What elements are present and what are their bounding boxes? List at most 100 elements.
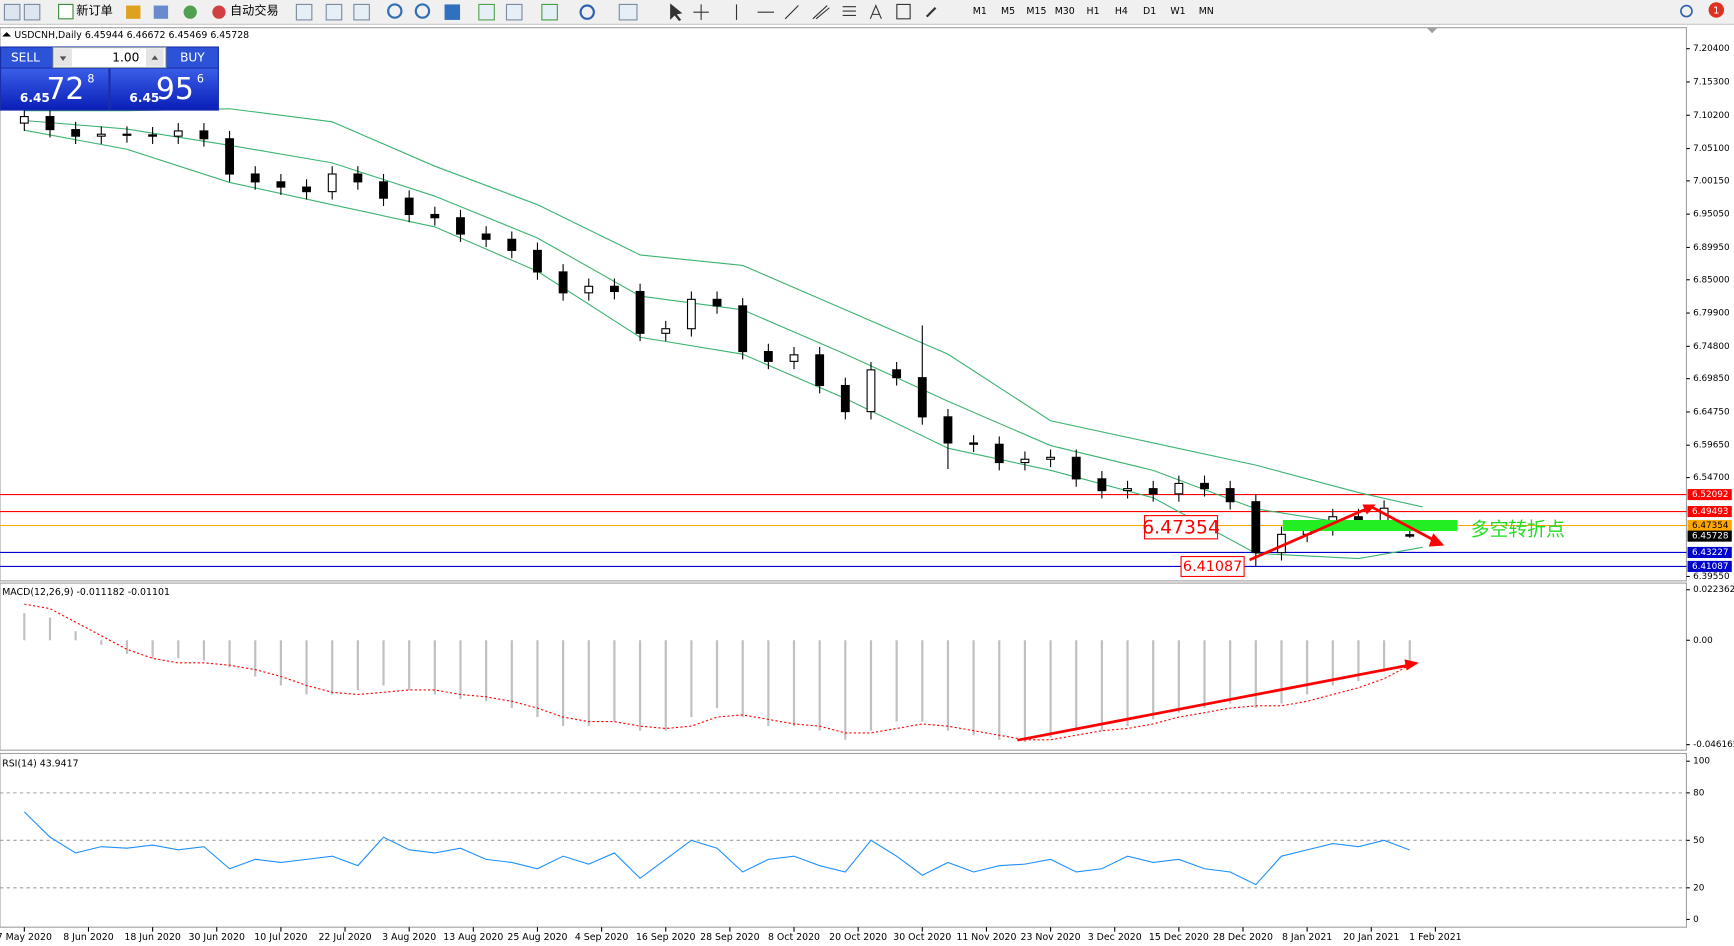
price-level-label: 6.52092	[1692, 490, 1729, 500]
icon[interactable]	[812, 5, 830, 20]
icon[interactable]	[126, 5, 141, 19]
annotation: 6.47354	[1142, 517, 1220, 538]
icon[interactable]	[579, 4, 595, 20]
candle-body	[481, 233, 491, 240]
close: 6.45728	[210, 29, 249, 40]
timeframe-button[interactable]: M15	[1026, 6, 1046, 17]
alert-badge[interactable]	[1708, 2, 1725, 18]
icon[interactable]	[414, 3, 431, 19]
arrow-head	[1428, 533, 1445, 547]
icon[interactable]	[842, 6, 856, 17]
timeframe-button[interactable]: M1	[973, 6, 987, 17]
price-level-label: 6.49493	[1692, 507, 1729, 517]
bid-label: 6.45728	[1692, 532, 1729, 542]
icon[interactable]	[23, 3, 41, 21]
icon[interactable]	[3, 3, 21, 21]
icon[interactable]	[478, 3, 495, 21]
icon[interactable]	[784, 5, 799, 20]
candle-body	[45, 116, 55, 131]
auto-trading-button[interactable]: 自动交易	[230, 3, 279, 18]
candle-body	[815, 354, 825, 387]
candle-body	[1123, 488, 1132, 492]
icon[interactable]	[925, 6, 937, 18]
lot-input[interactable]	[52, 47, 167, 69]
icon[interactable]	[869, 4, 882, 20]
arrow-head	[1404, 659, 1419, 671]
icon[interactable]	[295, 3, 313, 21]
candle-body	[148, 134, 158, 137]
bid-frac: 8	[87, 73, 94, 86]
buy-price-box[interactable]	[110, 68, 218, 110]
price-level-tag	[1687, 519, 1732, 532]
y-tick-label: 0.022362	[1693, 585, 1734, 595]
candle-body	[1148, 488, 1158, 495]
rsi-header: RSI(14) 43.9417	[2, 758, 78, 769]
price-level-label: 6.41087	[1692, 562, 1729, 572]
main-chart: 7.20400 7.15300 7.10200 7.05100 7.00150 6.950…	[0, 44, 1732, 582]
icon[interactable]	[353, 3, 370, 21]
candle-body	[1174, 482, 1184, 495]
icon[interactable]	[58, 3, 74, 20]
x-tick-label: 25 Aug 2020	[507, 932, 567, 943]
candle-body	[917, 377, 927, 418]
x-tick-label: 30 Jun 2020	[189, 932, 246, 943]
candle-body	[1200, 482, 1209, 490]
candle-body	[173, 130, 183, 137]
y-tick-label: 0	[1693, 915, 1699, 925]
icon[interactable]	[541, 3, 558, 21]
candle-body	[1071, 456, 1081, 480]
candle-body	[1251, 501, 1261, 554]
timeframe-button[interactable]: W1	[1170, 6, 1185, 17]
icon[interactable]	[1680, 4, 1693, 18]
timeframe-button[interactable]: M5	[1001, 6, 1015, 17]
x-tick-label: 18 Jun 2020	[124, 932, 181, 943]
candle-body	[430, 213, 440, 219]
trade-panel: SELL 1.00 BUY 6.45 72 8 6.45 95 6	[0, 46, 219, 111]
sell-price-box[interactable]	[1, 68, 109, 110]
icon[interactable]	[153, 5, 169, 19]
candle-body	[584, 285, 594, 294]
icon[interactable]	[212, 5, 226, 19]
candle-body	[686, 298, 696, 330]
candle-body	[250, 173, 260, 183]
icon[interactable]	[183, 5, 197, 19]
signal-line	[24, 603, 1411, 741]
buy-button[interactable]	[166, 47, 218, 68]
ask-big: 6.45	[129, 91, 159, 105]
icon[interactable]	[505, 3, 523, 21]
sell-button[interactable]	[1, 47, 52, 68]
timeframe-button[interactable]: D1	[1143, 6, 1156, 17]
timeframe-button[interactable]: MN	[1199, 6, 1214, 17]
icon[interactable]	[896, 3, 911, 20]
low: 6.45469	[168, 29, 207, 40]
icon[interactable]	[444, 4, 461, 20]
open: 6.45944	[85, 29, 124, 40]
x-tick-label: 8 Oct 2020	[768, 932, 820, 943]
shift-marker	[1426, 27, 1438, 34]
sell-label[interactable]: SELL	[11, 51, 40, 65]
new-order-button[interactable]: 新订单	[76, 3, 112, 18]
x-tick-label: 8 Jun 2020	[63, 932, 114, 943]
timeframe-button[interactable]: H1	[1087, 6, 1100, 17]
icon[interactable]	[693, 4, 709, 20]
candle-body	[19, 116, 29, 124]
lot-value[interactable]: 1.00	[112, 51, 139, 65]
candle-body	[1020, 458, 1030, 464]
rsi-chart: 100 80 50 20 0 7 May 2020 8 Jun 2020 18 Jun 202…	[0, 757, 1710, 943]
x-tick-label: 4 Sep 2020	[575, 932, 629, 943]
buy-label[interactable]: BUY	[180, 51, 205, 65]
x-tick-label: 20 Oct 2020	[829, 932, 887, 943]
timeframe-button[interactable]: H4	[1115, 6, 1128, 17]
icon[interactable]	[387, 3, 403, 19]
collapse-icon[interactable]	[2, 32, 12, 37]
x-tick-label: 23 Nov 2020	[1021, 932, 1081, 943]
x-tick-label: 3 Aug 2020	[382, 932, 436, 943]
timeframe-button[interactable]: M30	[1055, 6, 1075, 17]
bid-pips: 72	[46, 72, 84, 107]
candle-body	[456, 217, 465, 235]
x-tick-label: 3 Dec 2020	[1088, 932, 1142, 943]
icon[interactable]	[670, 3, 683, 22]
icon[interactable]	[618, 3, 638, 21]
high: 6.46672	[127, 29, 166, 40]
icon[interactable]	[325, 3, 343, 21]
